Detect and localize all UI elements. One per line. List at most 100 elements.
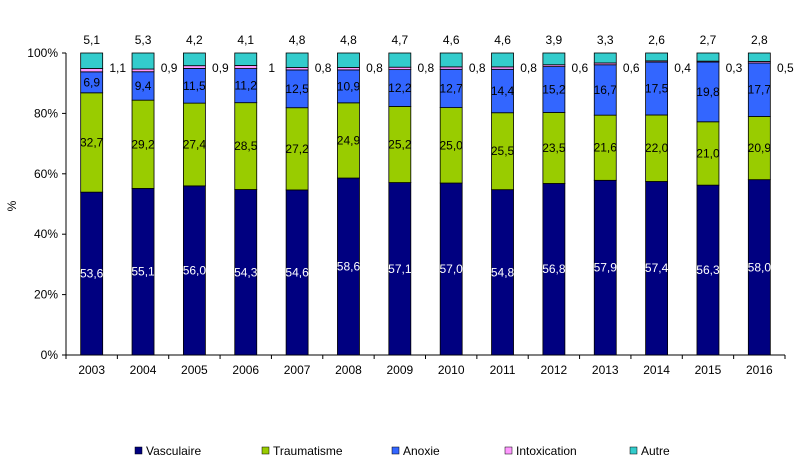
y-tick-label: 40% <box>34 227 58 241</box>
data-label: 0,6 <box>623 61 640 75</box>
data-label: 0,8 <box>520 61 537 75</box>
legend-label: Intoxication <box>516 444 577 458</box>
data-label: 53,6 <box>80 267 104 281</box>
data-label: 32,7 <box>80 135 104 149</box>
data-label: 0,8 <box>469 61 486 75</box>
y-tick-label: 0% <box>41 348 59 362</box>
data-label: 3,9 <box>546 33 563 47</box>
bar-segment-intoxication <box>234 65 258 69</box>
x-tick-label: 2014 <box>643 363 670 377</box>
data-label: 10,9 <box>337 79 361 93</box>
y-axis-title: % <box>5 200 19 211</box>
data-label: 12,2 <box>388 81 412 95</box>
data-label: 1,1 <box>109 61 126 75</box>
data-label: 0,3 <box>726 61 743 75</box>
data-label: 0,8 <box>315 61 332 75</box>
data-label: 0,9 <box>212 61 229 75</box>
data-label: 3,3 <box>597 33 614 47</box>
data-label: 55,1 <box>131 265 155 279</box>
x-tick-label: 2016 <box>746 363 773 377</box>
bar-segment-autre <box>388 52 412 68</box>
bar-segment-autre <box>645 52 669 62</box>
data-label: 5,1 <box>83 33 100 47</box>
data-label: 1 <box>268 61 275 75</box>
data-label: 27,4 <box>183 138 207 152</box>
data-label: 16,7 <box>594 83 618 97</box>
bar-segment-autre <box>491 52 514 68</box>
data-label: 4,8 <box>340 33 357 47</box>
x-tick-label: 2003 <box>78 363 105 377</box>
data-label: 5,3 <box>135 33 152 47</box>
bar-segment-autre <box>80 52 104 69</box>
data-label: 12,7 <box>439 81 463 95</box>
x-tick-label: 2015 <box>695 363 722 377</box>
data-label: 14,4 <box>491 84 515 98</box>
data-label: 25,5 <box>491 144 515 158</box>
bar-segment-autre <box>696 52 720 62</box>
data-label: 0,8 <box>366 61 383 75</box>
legend-label: Anoxie <box>403 444 440 458</box>
x-tick-label: 2012 <box>541 363 568 377</box>
data-label: 4,6 <box>443 33 460 47</box>
data-label: 25,2 <box>388 138 412 152</box>
legend-swatch <box>629 446 638 455</box>
y-tick-label: 80% <box>34 106 58 120</box>
data-label: 6,9 <box>83 75 100 89</box>
data-label: 58,6 <box>337 260 361 274</box>
data-label: 57,1 <box>388 262 412 276</box>
data-label: 11,2 <box>235 79 258 93</box>
data-label: 24,9 <box>337 133 361 147</box>
x-tick-label: 2005 <box>181 363 208 377</box>
data-label: 15,2 <box>542 83 566 97</box>
data-label: 21,6 <box>594 141 618 155</box>
data-label: 4,7 <box>391 33 408 47</box>
data-label: 17,7 <box>748 83 772 97</box>
y-tick-label: 20% <box>34 288 58 302</box>
legend-swatch <box>134 446 143 455</box>
data-label: 56,8 <box>542 262 566 276</box>
bar-segment-intoxication <box>131 68 155 73</box>
data-label: 25,0 <box>439 138 463 152</box>
legend-label: Vasculaire <box>146 444 201 458</box>
data-label: 9,4 <box>135 79 152 93</box>
data-label: 22,0 <box>645 141 669 155</box>
data-label: 58,0 <box>748 260 772 274</box>
x-tick-label: 2004 <box>130 363 157 377</box>
data-label: 0,9 <box>161 61 178 75</box>
bar-segment-autre <box>131 52 155 70</box>
bar-segment-intoxication <box>182 65 206 69</box>
x-tick-label: 2007 <box>284 363 311 377</box>
x-tick-label: 2006 <box>232 363 259 377</box>
data-label: 4,6 <box>494 33 511 47</box>
x-tick-label: 2011 <box>490 363 516 377</box>
data-label: 57,0 <box>439 262 463 276</box>
bar-segment-autre <box>234 52 258 66</box>
data-label: 54,6 <box>285 265 309 279</box>
data-label: 57,9 <box>594 261 618 275</box>
data-label: 0,4 <box>674 61 691 75</box>
data-label: 54,3 <box>234 265 258 279</box>
data-label: 12,5 <box>285 82 309 96</box>
data-label: 56,3 <box>696 263 720 277</box>
data-label: 4,8 <box>289 33 306 47</box>
legend-label: Traumatisme <box>273 444 343 458</box>
bar-segment-autre <box>542 52 566 66</box>
data-label: 4,1 <box>237 33 254 47</box>
data-label: 27,2 <box>285 142 309 156</box>
data-label: 20,9 <box>748 141 772 155</box>
bar-segment-autre <box>593 52 617 64</box>
data-label: 28,5 <box>234 139 258 153</box>
y-tick-label: 100% <box>27 46 58 60</box>
bar-segment-autre <box>182 52 206 67</box>
data-label: 19,8 <box>696 85 720 99</box>
legend-label: Autre <box>641 444 670 458</box>
x-tick-label: 2008 <box>335 363 362 377</box>
x-tick-label: 2013 <box>592 363 619 377</box>
data-label: 0,6 <box>572 61 589 75</box>
bar-segment-autre <box>747 52 771 62</box>
legend-swatch <box>391 446 400 455</box>
data-label: 11,5 <box>183 79 206 93</box>
bar-segment-intoxication <box>80 68 104 73</box>
